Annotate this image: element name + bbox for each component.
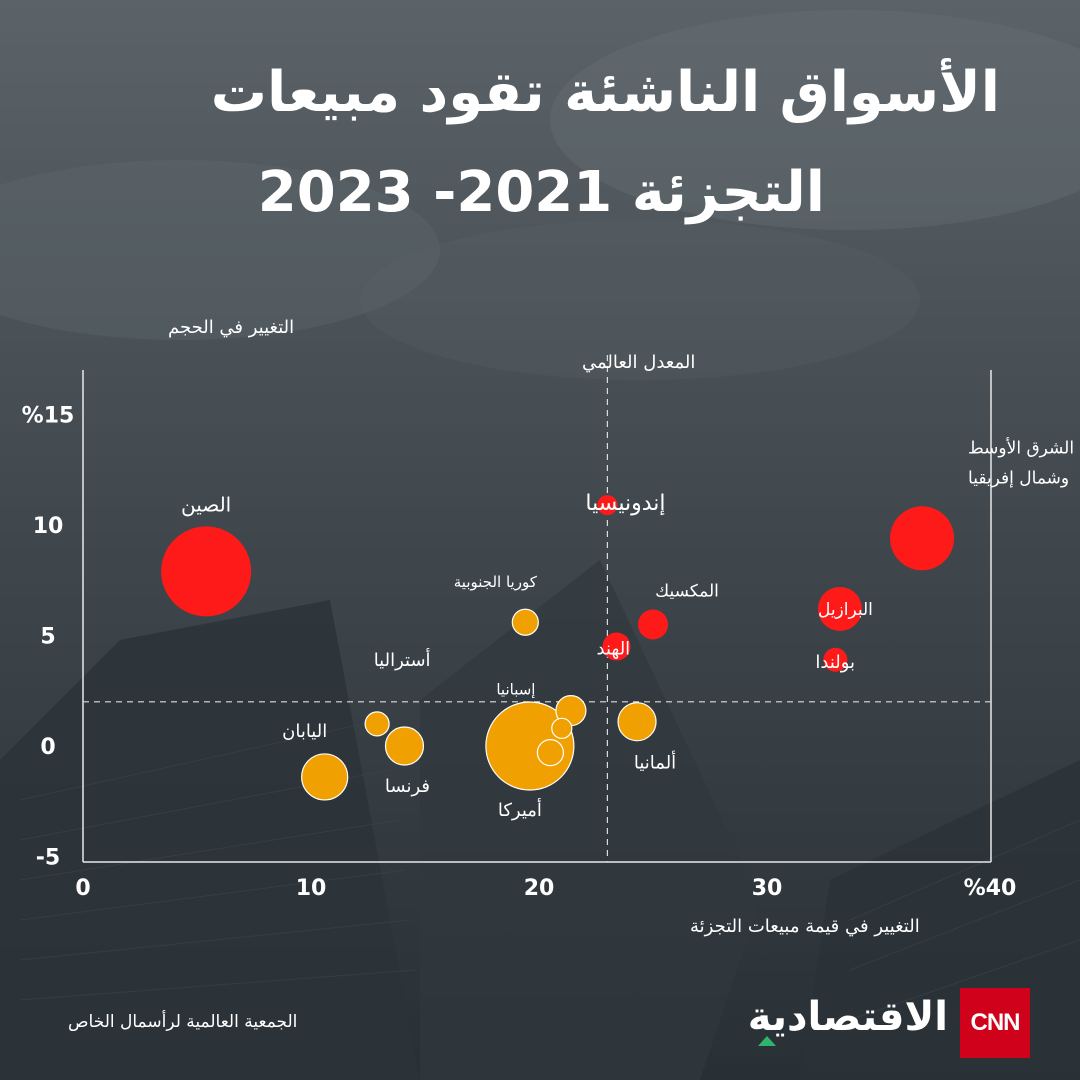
bubble-developed bbox=[301, 753, 349, 801]
y-tick-label: 5 bbox=[40, 625, 55, 650]
bubble-label: أميركا bbox=[498, 798, 542, 821]
bubble-label: فرنسا bbox=[385, 776, 430, 797]
bubble-label: إسبانيا bbox=[496, 681, 535, 699]
y-tick-label: -5 bbox=[36, 846, 60, 871]
reference-lines bbox=[83, 355, 991, 862]
bubble-label: بولندا bbox=[815, 652, 855, 673]
bubbles bbox=[161, 495, 955, 801]
bubble-label: إندونيسيا bbox=[585, 491, 665, 516]
chart-title-line-1: الأسواق الناشئة تقود مبيعات bbox=[210, 60, 1000, 125]
bubble-labels: الصين إندونيسيا الشرق الأوسط وشمال إفريقيا ا… bbox=[181, 437, 1074, 821]
bubble-label: المكسيك bbox=[655, 581, 719, 601]
bubble-label: اليابان bbox=[282, 721, 327, 742]
x-tick-label: 0 bbox=[75, 876, 90, 901]
bubble-label: الشرق الأوسط وشمال إفريقيا bbox=[968, 437, 1074, 488]
y-tick-label: 0 bbox=[40, 735, 55, 760]
bubble-developed bbox=[485, 701, 575, 791]
bubble-developed bbox=[617, 702, 657, 742]
logo-name: الاقتصادية bbox=[747, 994, 948, 1040]
source-note: الجمعية العالمية لرأسمال الخاص bbox=[68, 1012, 298, 1032]
bubble-developed bbox=[511, 608, 539, 636]
logo-triangle-icon bbox=[758, 1036, 776, 1046]
bubble-emerging bbox=[890, 506, 955, 571]
bubble-label: البرازيل bbox=[818, 600, 873, 620]
bubble-label: الهند bbox=[597, 639, 631, 660]
cnn-logo-icon: CNN bbox=[960, 988, 1030, 1058]
brand-logo: الاقتصادية CNN bbox=[747, 988, 1030, 1058]
bubble-label: أستراليا bbox=[374, 648, 431, 671]
bubble-developed bbox=[364, 711, 390, 737]
bubble-emerging bbox=[597, 495, 618, 516]
x-tick-label: %40 bbox=[964, 876, 1017, 901]
x-tick-label: 10 bbox=[296, 876, 327, 901]
axes: 0 10 20 30 %40 %15 10 5 0 -5 bbox=[22, 370, 1017, 901]
bubble-emerging bbox=[602, 632, 631, 661]
chart-title-line-2: التجزئة 2021- 2023 bbox=[257, 160, 825, 225]
bubble-emerging bbox=[161, 526, 252, 617]
bubble-label: ألمانيا bbox=[634, 751, 676, 774]
y-tick-label: 10 bbox=[33, 514, 64, 539]
bubble-emerging bbox=[823, 647, 848, 672]
bubble-developed bbox=[536, 739, 565, 767]
x-axis-label: التغيير في قيمة مبيعات التجزئة bbox=[690, 916, 920, 937]
x-tick-label: 20 bbox=[524, 876, 555, 901]
global-average-label: المعدل العالمي bbox=[582, 352, 695, 373]
bubble-developed bbox=[551, 717, 573, 739]
bubble-emerging bbox=[638, 609, 668, 640]
y-tick-label: %15 bbox=[22, 404, 75, 429]
bubble-label: الصين bbox=[181, 492, 231, 516]
bubble-developed bbox=[384, 726, 425, 766]
bubble-emerging bbox=[817, 586, 862, 631]
y-axis-label: التغيير في الحجم bbox=[168, 317, 294, 338]
bubble-label: كوريا الجنوبية bbox=[454, 573, 538, 591]
x-tick-label: 30 bbox=[752, 876, 783, 901]
